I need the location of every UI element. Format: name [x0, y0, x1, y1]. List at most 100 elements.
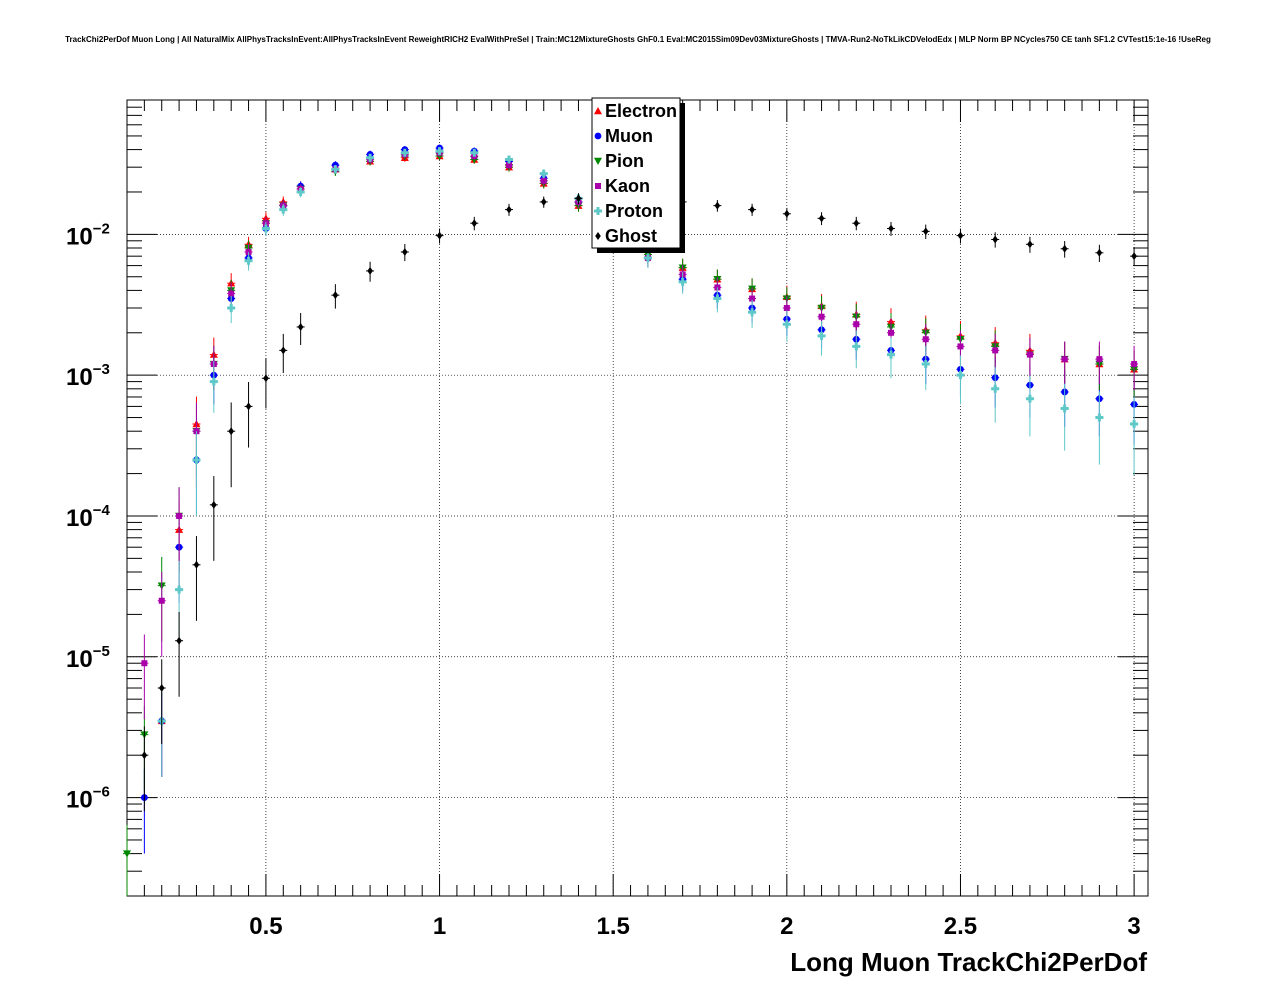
- data-point: [367, 266, 373, 275]
- data-point: [749, 205, 755, 214]
- data-point: [714, 201, 721, 210]
- data-point: [263, 374, 269, 383]
- data-point: [506, 205, 512, 214]
- data-point: [123, 850, 131, 858]
- chart-title: TrackChi2PerDof Muon Long | All NaturalM…: [65, 35, 1211, 44]
- data-point: [818, 214, 825, 223]
- legend-marker-pion: [594, 157, 602, 165]
- data-point: [957, 231, 964, 240]
- x-tick-label: 1: [433, 913, 446, 940]
- data-point: [400, 148, 409, 157]
- data-point: [366, 153, 375, 162]
- data-point: [245, 402, 252, 411]
- data-point: [1096, 356, 1103, 363]
- data-point: [211, 500, 217, 509]
- legend-marker-kaon: [595, 183, 601, 189]
- x-tick-label: 2.5: [944, 913, 977, 940]
- y-tick-label: 10−4: [66, 502, 110, 532]
- data-point: [1025, 394, 1034, 403]
- data-point: [176, 512, 183, 519]
- legend-box: [591, 97, 681, 249]
- y-tick-exponent: −4: [93, 502, 111, 519]
- data-point: [470, 148, 479, 157]
- data-point: [244, 256, 253, 265]
- data-point: [261, 224, 270, 233]
- y-tick-base: 10: [66, 646, 93, 673]
- data-point: [245, 248, 252, 255]
- x-axis-title: Long Muon TrackChi2PerDof: [790, 947, 1147, 977]
- data-point: [817, 331, 826, 340]
- data-point: [1060, 404, 1069, 413]
- data-point: [1096, 248, 1103, 257]
- y-tick-base: 10: [66, 787, 93, 814]
- data-point: [678, 277, 687, 286]
- data-point: [1130, 419, 1139, 428]
- y-tick-label: 10−2: [66, 220, 110, 250]
- legend-marker-electron: [594, 107, 602, 115]
- legend-label-muon: Muon: [605, 126, 653, 146]
- data-point: [922, 336, 929, 343]
- x-tick-label: 0.5: [249, 913, 282, 940]
- data-point: [175, 585, 184, 594]
- y-tick-base: 10: [66, 223, 93, 250]
- data-point: [991, 384, 1000, 393]
- series-proton: [157, 147, 1139, 778]
- data-point: [158, 684, 165, 693]
- data-point: [540, 177, 547, 184]
- data-point: [853, 219, 860, 228]
- data-point: [922, 227, 929, 236]
- data-point: [402, 247, 408, 256]
- x-tick-label: 3: [1127, 913, 1140, 940]
- data-point: [471, 219, 478, 228]
- y-tick-label: 10−3: [66, 361, 110, 391]
- legend-marker-proton: [594, 207, 602, 215]
- data-point: [852, 342, 861, 351]
- data-point: [192, 455, 201, 464]
- legend-label-proton: Proton: [605, 201, 663, 221]
- data-point: [888, 224, 894, 233]
- data-point: [228, 427, 234, 436]
- data-point: [784, 209, 790, 218]
- data-point: [1131, 361, 1138, 368]
- data-point: [505, 155, 514, 164]
- legend-label-kaon: Kaon: [605, 176, 650, 196]
- data-point: [297, 322, 304, 331]
- data-point: [713, 294, 722, 303]
- legend-label-pion: Pion: [605, 151, 644, 171]
- data-point: [227, 303, 236, 312]
- data-point: [435, 147, 444, 156]
- data-point: [296, 187, 305, 196]
- y-tick-label: 10−5: [66, 643, 110, 673]
- data-point: [1061, 244, 1068, 253]
- data-point: [888, 329, 895, 336]
- data-point: [853, 321, 860, 328]
- data-point: [158, 597, 165, 604]
- data-point: [193, 560, 200, 569]
- y-tick-base: 10: [66, 505, 93, 532]
- data-point: [436, 231, 443, 240]
- data-point: [749, 295, 756, 302]
- legend-label-ghost: Ghost: [605, 226, 657, 246]
- y-tick-exponent: −6: [93, 784, 110, 801]
- data-point: [539, 169, 548, 178]
- y-tick-base: 10: [66, 364, 93, 391]
- data-point: [992, 347, 999, 354]
- legend-marker-ghost: [595, 232, 601, 240]
- data-point: [887, 350, 896, 359]
- data-point: [957, 343, 964, 350]
- y-tick-exponent: −2: [93, 220, 110, 237]
- data-point: [1095, 413, 1104, 422]
- data-point: [818, 313, 825, 320]
- legend: Electron Muon Pion Kaon Proton Ghost: [591, 97, 685, 253]
- legend-marker-muon: [594, 132, 602, 140]
- data-point: [331, 165, 340, 174]
- data-point: [332, 291, 339, 300]
- legend-label-electron: Electron: [605, 101, 677, 121]
- data-point: [992, 235, 998, 244]
- data-point: [279, 205, 288, 214]
- x-tick-label: 1.5: [597, 913, 630, 940]
- data-point: [748, 308, 757, 317]
- data-point: [141, 751, 148, 760]
- data-point: [506, 162, 513, 169]
